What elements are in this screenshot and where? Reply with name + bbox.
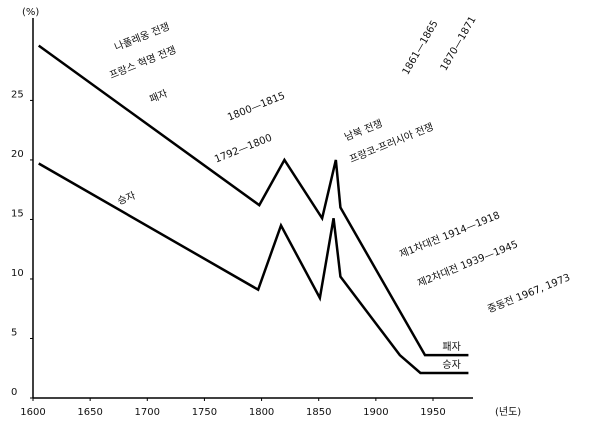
annotation: 승자 <box>116 190 138 208</box>
x-tick-label: 1950 <box>420 407 445 418</box>
series-label: 승자 <box>442 359 460 371</box>
x-tick-label: 1850 <box>306 407 331 418</box>
x-tick-label: 1600 <box>20 407 45 418</box>
x-axis-label: (년도) <box>495 406 521 418</box>
annotation: 남북 전쟁 <box>343 117 385 143</box>
y-tick-label: 10 <box>11 268 24 279</box>
annotation: 1800—1815 <box>226 91 287 124</box>
annotation: 1870—1871 <box>439 15 479 73</box>
x-tick-label: 1800 <box>249 407 274 418</box>
y-tick-label: 5 <box>11 327 17 338</box>
x-tick-label: 1900 <box>363 407 388 418</box>
annotation: 패자 <box>148 88 170 106</box>
y-tick-label: 20 <box>11 149 24 160</box>
x-tick-label: 1700 <box>135 407 160 418</box>
y-axis-label: (%) <box>22 7 39 18</box>
annotation: 중동전 1967, 1973 <box>486 271 572 315</box>
annotation: 1861—1865 <box>401 19 441 77</box>
y-tick-label: 15 <box>11 208 24 219</box>
series-line <box>38 162 469 375</box>
y-tick-label: 25 <box>11 89 24 100</box>
series-line <box>37 44 469 357</box>
series-label: 패자 <box>442 341 460 353</box>
annotation: 1792—1800 <box>213 133 274 166</box>
x-tick-label: 1650 <box>77 407 102 418</box>
x-tick-label: 1750 <box>192 407 217 418</box>
y-tick-label: 0 <box>11 387 17 398</box>
